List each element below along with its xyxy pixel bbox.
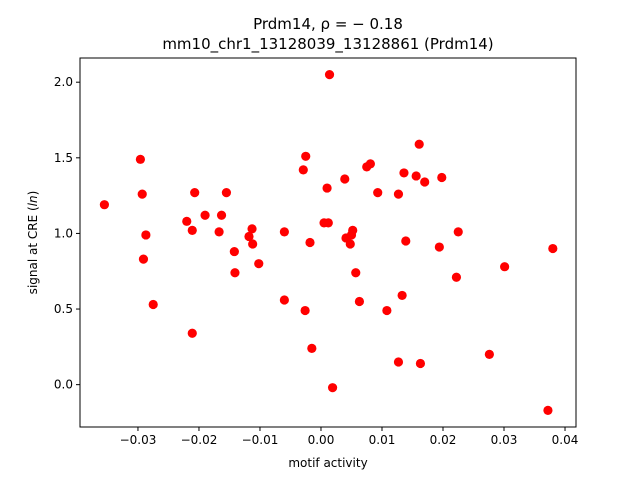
data-point-17 — [247, 224, 257, 234]
data-point-54 — [451, 272, 462, 282]
y-tick-label: 2.0 — [54, 75, 73, 89]
x-tick-label: 0.00 — [308, 433, 335, 447]
data-point-40 — [365, 159, 375, 169]
x-axis-ticks: −0.03 −0.02 −0.01 0.00 0.01 0.02 0.03 0.04 — [120, 427, 579, 447]
data-point-34 — [345, 239, 355, 249]
data-point-14 — [229, 246, 239, 257]
data-point-15 — [230, 268, 240, 278]
x-tick-label: −0.03 — [120, 433, 157, 447]
y-tick-label: 0.5 — [54, 302, 73, 316]
data-point-56 — [484, 349, 494, 360]
data-point-2 — [137, 189, 147, 199]
data-point-48 — [411, 171, 421, 181]
data-point-6 — [182, 216, 192, 226]
x-tick-label: 0.02 — [430, 433, 457, 447]
data-point-46 — [399, 168, 409, 178]
data-point-49 — [414, 139, 424, 149]
plot-frame — [79, 57, 577, 428]
data-point-30 — [324, 70, 335, 80]
data-point-21 — [279, 295, 289, 305]
data-point-25 — [305, 237, 315, 248]
data-point-12 — [216, 210, 227, 220]
x-tick-label: −0.01 — [242, 433, 279, 447]
chart-title-line1: Prdm14, ρ = − 0.18 — [253, 15, 403, 33]
data-point-0 — [99, 200, 109, 210]
x-tick-label: 0.03 — [491, 433, 518, 447]
data-point-47 — [401, 236, 411, 246]
data-point-26 — [307, 343, 317, 353]
data-point-23 — [301, 151, 311, 161]
y-tick-label: 1.5 — [54, 151, 73, 165]
data-point-53 — [437, 172, 447, 183]
data-point-41 — [373, 187, 383, 198]
data-point-29 — [323, 218, 333, 228]
x-tick-label: 0.04 — [552, 433, 579, 447]
data-point-36 — [348, 225, 358, 235]
data-point-16 — [244, 231, 254, 242]
data-point-8 — [187, 328, 197, 338]
y-tick-label: 0.0 — [54, 378, 73, 392]
data-point-9 — [190, 187, 200, 198]
x-tick-label: −0.02 — [181, 433, 218, 447]
x-axis-label: motif activity — [288, 456, 367, 470]
data-point-11 — [214, 227, 224, 237]
data-point-38 — [354, 296, 365, 307]
data-point-10 — [200, 210, 210, 220]
data-point-19 — [254, 259, 264, 269]
data-point-42 — [382, 305, 392, 316]
data-point-32 — [340, 174, 350, 184]
data-point-43 — [393, 189, 404, 199]
data-point-37 — [351, 268, 361, 278]
data-point-50 — [415, 358, 426, 369]
data-point-58 — [543, 405, 553, 415]
data-point-44 — [393, 357, 404, 367]
data-point-5 — [148, 299, 158, 310]
data-point-28 — [322, 183, 332, 193]
data-point-59 — [548, 243, 558, 254]
data-point-18 — [248, 239, 258, 249]
data-point-20 — [279, 227, 289, 237]
data-point-55 — [453, 227, 463, 237]
data-points — [99, 70, 558, 415]
data-point-45 — [397, 290, 407, 301]
data-point-4 — [141, 230, 151, 240]
x-tick-label: 0.01 — [369, 433, 396, 447]
data-point-24 — [300, 305, 310, 316]
data-point-52 — [434, 242, 444, 252]
data-point-1 — [135, 154, 145, 164]
data-point-51 — [420, 177, 430, 187]
y-axis-ticks: 0.0 0.5 1.0 1.5 2.0 — [54, 75, 80, 392]
data-point-57 — [500, 262, 510, 272]
y-axis-label: signal at CRE (ln) — [26, 191, 40, 295]
chart-title-line2: mm10_chr1_13128039_13128861 (Prdm14) — [162, 35, 493, 54]
data-point-7 — [187, 225, 197, 235]
data-point-13 — [221, 187, 232, 198]
data-point-31 — [327, 383, 338, 393]
y-tick-label: 1.0 — [54, 226, 73, 240]
data-point-22 — [298, 165, 308, 175]
data-point-3 — [138, 254, 149, 264]
